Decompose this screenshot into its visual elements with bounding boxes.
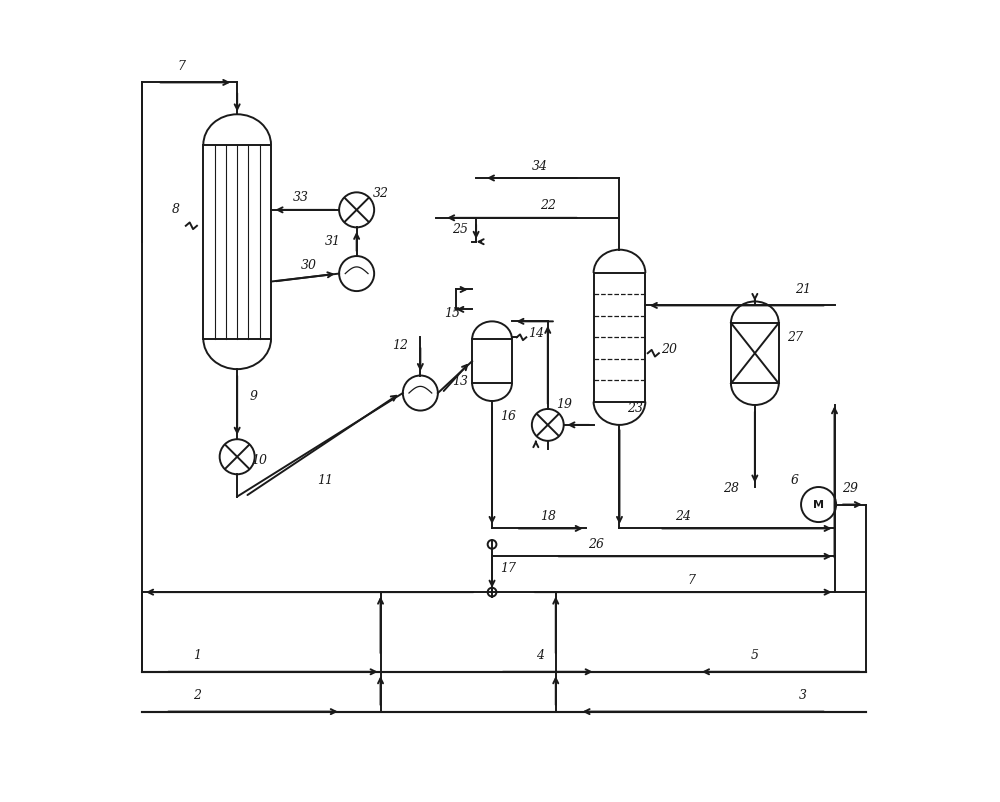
Text: 17: 17	[500, 561, 516, 575]
Text: 23: 23	[627, 403, 643, 415]
Text: 9: 9	[249, 390, 257, 403]
Text: 16: 16	[500, 411, 516, 423]
Text: 18: 18	[540, 510, 556, 523]
Text: 25: 25	[452, 223, 468, 237]
Text: 33: 33	[293, 192, 309, 205]
Text: 21: 21	[795, 283, 811, 296]
Text: 29: 29	[842, 482, 858, 495]
Text: 1: 1	[193, 650, 201, 662]
Text: 7: 7	[177, 60, 185, 73]
Text: 6: 6	[791, 474, 799, 487]
Text: 15: 15	[444, 307, 460, 320]
Text: 10: 10	[251, 454, 267, 468]
Text: 27: 27	[787, 330, 803, 344]
Text: 2: 2	[193, 689, 201, 703]
FancyBboxPatch shape	[203, 144, 271, 338]
FancyBboxPatch shape	[731, 323, 779, 383]
Text: 19: 19	[556, 399, 572, 411]
Text: 4: 4	[536, 650, 544, 662]
Text: 5: 5	[751, 650, 759, 662]
Text: 24: 24	[675, 510, 691, 523]
Text: 30: 30	[301, 259, 317, 272]
Text: 11: 11	[317, 474, 333, 487]
FancyBboxPatch shape	[472, 339, 512, 383]
Text: 28: 28	[723, 482, 739, 495]
Text: 20: 20	[661, 342, 677, 356]
Text: 14: 14	[528, 326, 544, 340]
Text: 31: 31	[325, 235, 341, 248]
Text: 32: 32	[373, 188, 389, 200]
FancyBboxPatch shape	[594, 273, 645, 402]
Text: 22: 22	[540, 200, 556, 213]
Text: 34: 34	[532, 160, 548, 172]
Text: 13: 13	[452, 375, 468, 387]
Text: 8: 8	[171, 204, 179, 217]
Text: 3: 3	[799, 689, 807, 703]
Text: 26: 26	[588, 538, 604, 551]
Text: 7: 7	[687, 573, 695, 587]
Text: M: M	[813, 500, 824, 509]
Text: 12: 12	[392, 338, 408, 352]
